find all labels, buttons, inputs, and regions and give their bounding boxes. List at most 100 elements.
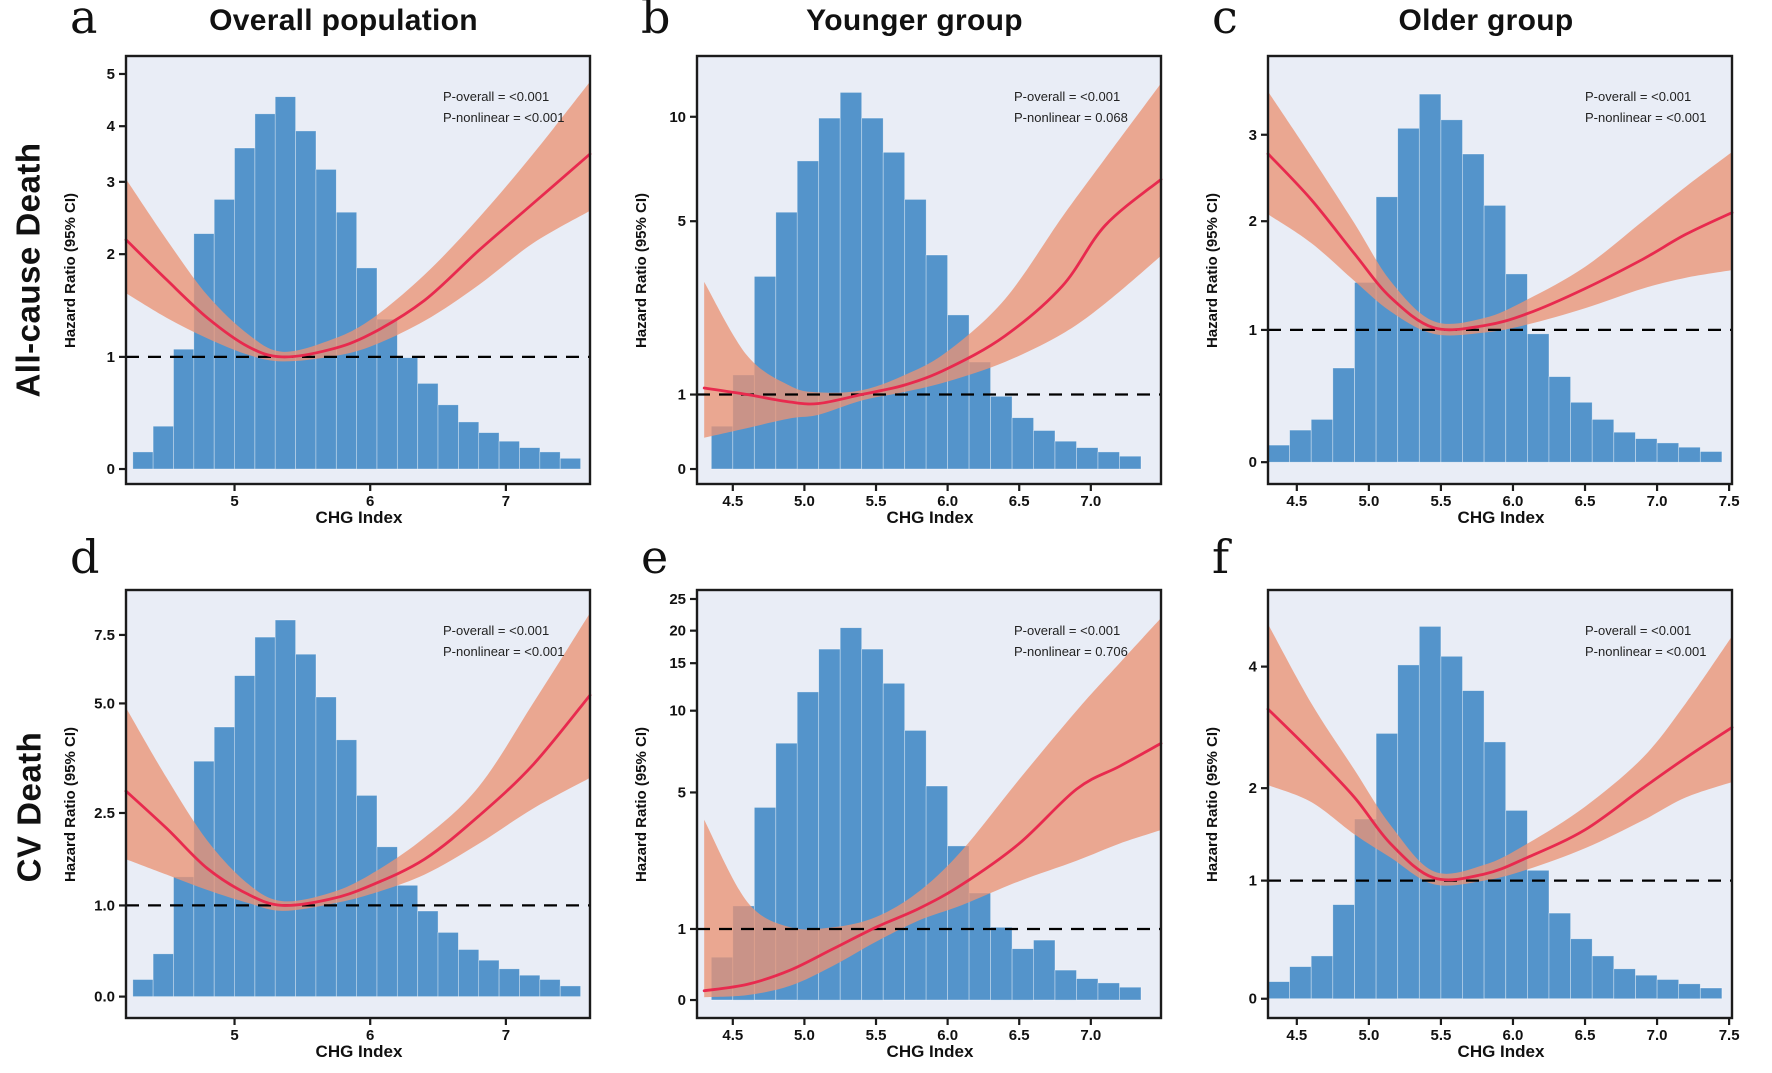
panel-a-chart-canvas: 5 6 7 0 1 2 3 4 5: [107, 54, 592, 510]
p-nonlinear-text: P-nonlinear = 0.068: [1014, 110, 1128, 126]
panel-a-x-axis-label: CHG Index: [315, 508, 403, 527]
histogram-bars: [710, 627, 1142, 1001]
x-tick-label: 7: [502, 493, 510, 510]
x-tick-label: 5.5: [1430, 1027, 1451, 1044]
y-axis-ticks: 0 1 2 4: [1249, 659, 1268, 1008]
histogram-bar: [559, 457, 581, 470]
histogram-bar: [234, 675, 256, 997]
histogram-bar: [968, 892, 991, 1001]
histogram-bar: [274, 619, 296, 997]
panel-d-chart-canvas: 5 6 7 0.0 1.0 2.5 5.0 7.5: [94, 588, 592, 1044]
histogram-bar: [1462, 690, 1485, 1000]
row-label-text: All-cause Death: [10, 142, 47, 398]
y-tick-label: 2: [1249, 213, 1257, 230]
histogram-bar: [417, 910, 439, 997]
y-tick-label: 4: [1249, 659, 1258, 676]
y-tick-label: 15: [669, 655, 686, 672]
histogram-bar: [1097, 451, 1120, 470]
histogram-bar: [1267, 444, 1290, 463]
histogram-bar: [1527, 333, 1550, 463]
y-tick-label: 0: [1249, 454, 1257, 471]
x-tick-label: 5.0: [794, 493, 815, 510]
hazard-ratio-spline: [124, 152, 592, 359]
histogram-bar: [437, 932, 459, 997]
histogram-bar: [904, 199, 927, 470]
panel-letter-c: c: [1212, 0, 1238, 44]
histogram-bar: [1548, 376, 1571, 463]
histogram-bar: [193, 233, 215, 470]
histogram-bar: [1656, 442, 1680, 463]
panel-title-younger-group: Younger group: [806, 4, 1023, 37]
histogram-bar: [1548, 912, 1571, 1000]
histogram-bar: [152, 953, 174, 997]
x-tick-label: 4.5: [1286, 493, 1307, 510]
histogram-bar: [1613, 968, 1636, 1000]
histogram-bar: [1354, 282, 1377, 463]
histogram-bar: [132, 979, 154, 997]
x-tick-label: 7.0: [1647, 493, 1668, 510]
histogram-bar: [1397, 664, 1420, 1000]
histogram-bar: [417, 383, 439, 470]
histogram-bar: [1310, 419, 1334, 463]
histogram-bar: [559, 985, 581, 997]
histogram-bars: [1267, 626, 1723, 1000]
p-overall-text: P-overall = <0.001: [1014, 89, 1121, 104]
panel-e-x-axis-label: CHG Index: [886, 1042, 974, 1061]
histogram-bar: [1033, 430, 1056, 470]
panel-e-pvalues: P-overall = <0.001 P-nonlinear = 0.706: [1014, 620, 1128, 662]
panel-f-x-axis-label: CHG Index: [1457, 1042, 1545, 1061]
histogram-bar: [498, 968, 520, 997]
panel-letter-b: b: [641, 0, 671, 44]
x-axis-ticks: 4.5 5.0 5.5 6.0 6.5 7.0 7.5: [1286, 1018, 1740, 1044]
panel-a-plot-area: Hazard Ratio (95% CI) 5 6 7 0 1 2 3 4 5 P-overal…: [58, 52, 629, 510]
x-tick-label: 6.5: [1009, 1027, 1030, 1044]
histogram-bar: [315, 169, 337, 470]
histogram-bar: [968, 361, 991, 470]
x-tick-label: 6.0: [1503, 493, 1524, 510]
panel-a-head: a Overall population: [58, 0, 629, 52]
histogram-bar: [1440, 119, 1463, 463]
histogram-bar: [478, 432, 500, 470]
histogram-bar: [396, 884, 419, 997]
panel-d-plot-area: Hazard Ratio (95% CI) 5 6 7 0.0 1.0 2.5 5.0 7.5…: [58, 586, 629, 1044]
histogram-bar: [1375, 733, 1399, 1000]
histogram-bar: [1054, 440, 1077, 470]
histogram-bar: [818, 117, 841, 470]
y-tick-label: 20: [669, 623, 686, 640]
panel-a: a Overall population Hazard Ratio (95% C…: [58, 0, 629, 540]
panel-f-head: f: [1200, 534, 1772, 586]
panel-d-head: d: [58, 534, 629, 586]
ci-band: [126, 81, 590, 362]
histogram-bar: [458, 949, 480, 997]
x-axis-ticks: 5 6 7: [230, 484, 510, 510]
y-tick-label: 1: [107, 349, 115, 366]
x-tick-label: 6: [366, 493, 374, 510]
p-overall-text: P-overall = <0.001: [1585, 623, 1692, 638]
histogram-bar: [1033, 939, 1056, 1001]
y-tick-label: 10: [669, 703, 686, 720]
histogram-bar: [274, 96, 296, 470]
y-tick-label: 1: [678, 387, 686, 404]
y-tick-label: 5: [107, 66, 115, 83]
p-nonlinear-text: P-nonlinear = <0.001: [443, 110, 565, 126]
histogram-bar: [478, 959, 500, 997]
x-tick-label: 5.0: [794, 1027, 815, 1044]
plot-border: [695, 54, 1163, 486]
panel-c-x-axis-label: CHG Index: [1457, 508, 1545, 527]
y-tick-label: 1: [1249, 873, 1257, 890]
panel-b-pvalues: P-overall = <0.001 P-nonlinear = 0.068: [1014, 86, 1128, 128]
x-tick-label: 5.0: [1358, 493, 1379, 510]
histogram-bars: [1267, 93, 1723, 463]
panel-c-head: c Older group: [1200, 0, 1772, 52]
y-tick-label: 4: [107, 118, 116, 135]
x-tick-label: 5: [230, 1027, 238, 1044]
histogram-bar: [498, 440, 520, 470]
x-tick-label: 5.0: [1358, 1027, 1379, 1044]
histogram-bar: [1678, 983, 1701, 1000]
histogram-bar: [1570, 938, 1593, 1000]
histogram-bar: [1635, 438, 1658, 463]
row-label-text: CV Death: [10, 731, 48, 882]
panel-f-pvalues: P-overall = <0.001 P-nonlinear = <0.001: [1585, 620, 1706, 662]
histogram-bar: [1289, 429, 1312, 463]
p-nonlinear-text: P-nonlinear = <0.001: [1585, 110, 1707, 126]
